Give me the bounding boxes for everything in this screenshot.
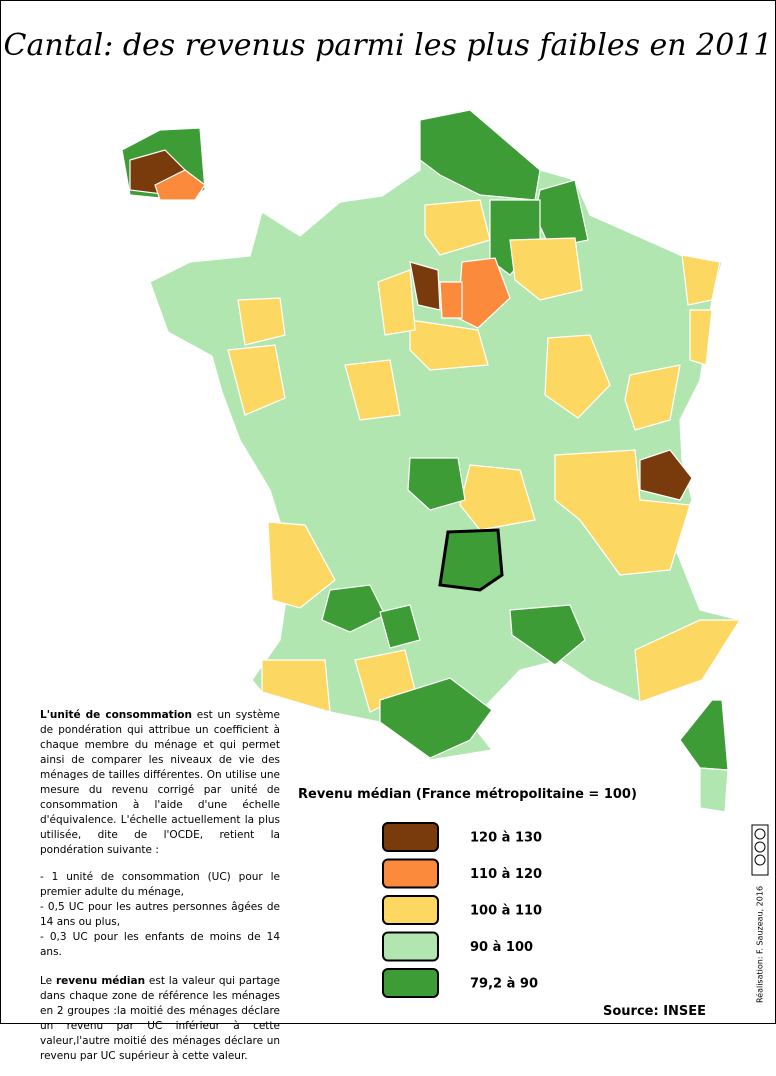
cc-icon (751, 824, 769, 876)
landes (261, 659, 331, 713)
oise (424, 199, 491, 256)
legend-swatches: 120 à 130 110 à 120 100 à 110 90 à 100 79,2 … (382, 822, 542, 998)
corse-nord (679, 699, 729, 771)
indre-et-loire (344, 359, 401, 421)
legend-title: Revenu médian (France métropolitaine = 1… (298, 787, 637, 802)
legend-label: 110 à 120 (470, 867, 542, 882)
note-p2: Le revenu médian est la valeur qui parta… (40, 974, 280, 1064)
var (634, 619, 742, 703)
legend-label: 120 à 130 (470, 831, 542, 846)
loiret (409, 319, 489, 371)
legend-swatch (382, 968, 439, 998)
legend-label: 90 à 100 (470, 940, 533, 955)
aude-pyrenees (379, 677, 493, 759)
yvelines (409, 261, 441, 311)
nord (419, 109, 541, 201)
regions (121, 109, 742, 813)
cantal (438, 528, 504, 592)
vendee (227, 344, 286, 416)
mayenne (237, 297, 286, 346)
credit: Réalisation: F. Sauzeau, 2016 (755, 885, 765, 1004)
haut-rhin (689, 309, 713, 366)
map: 120 à 130 110 à 120 100 à 110 90 à 100 79,2 … (121, 109, 769, 998)
note-bold: L'unité de consommation (40, 709, 192, 721)
legend-label: 79,2 à 90 (470, 977, 538, 992)
title: Cantal: des revenus parmi les plus faibl… (3, 28, 773, 63)
note-text: est un système de pondération qui attrib… (40, 709, 280, 856)
inset-val-de-marne (154, 169, 206, 201)
doubs (624, 364, 681, 431)
bas-rhin (681, 254, 721, 306)
legend-swatch (382, 822, 439, 852)
haute-savoie (639, 449, 693, 501)
eure-et-loir (377, 269, 416, 336)
note-item: - 0,3 UC pour les enfants de moins de 14… (40, 931, 280, 958)
essonne (439, 281, 463, 319)
note-list: - 1 unité de consommation (UC) pour le p… (40, 870, 280, 960)
rhone-ain (554, 449, 691, 576)
yonne-cote-or (544, 334, 611, 419)
note-text: Le (40, 975, 56, 987)
gard (509, 604, 586, 666)
legend-swatch (382, 858, 439, 889)
note-text: est la valeur qui partage dans chaque zo… (40, 975, 280, 1062)
gironde (267, 521, 336, 609)
note: L'unité de consommation est un système d… (40, 708, 280, 1076)
note-item: - 1 unité de consommation (UC) pour le p… (40, 871, 280, 898)
note-p1: L'unité de consommation est un système d… (40, 708, 280, 858)
lot (379, 604, 421, 649)
note-bold: revenu médian (55, 975, 146, 987)
dordogne (321, 584, 386, 633)
legend-swatch (382, 895, 439, 925)
note-item: - 0,5 UC pour les autres personnes âgées… (40, 901, 280, 928)
aube (509, 237, 583, 301)
corse-sud (699, 767, 729, 813)
source: Source: INSEE (603, 1004, 707, 1019)
legend-label: 100 à 110 (470, 904, 542, 919)
creuse (407, 457, 466, 511)
legend-swatch (382, 931, 439, 962)
